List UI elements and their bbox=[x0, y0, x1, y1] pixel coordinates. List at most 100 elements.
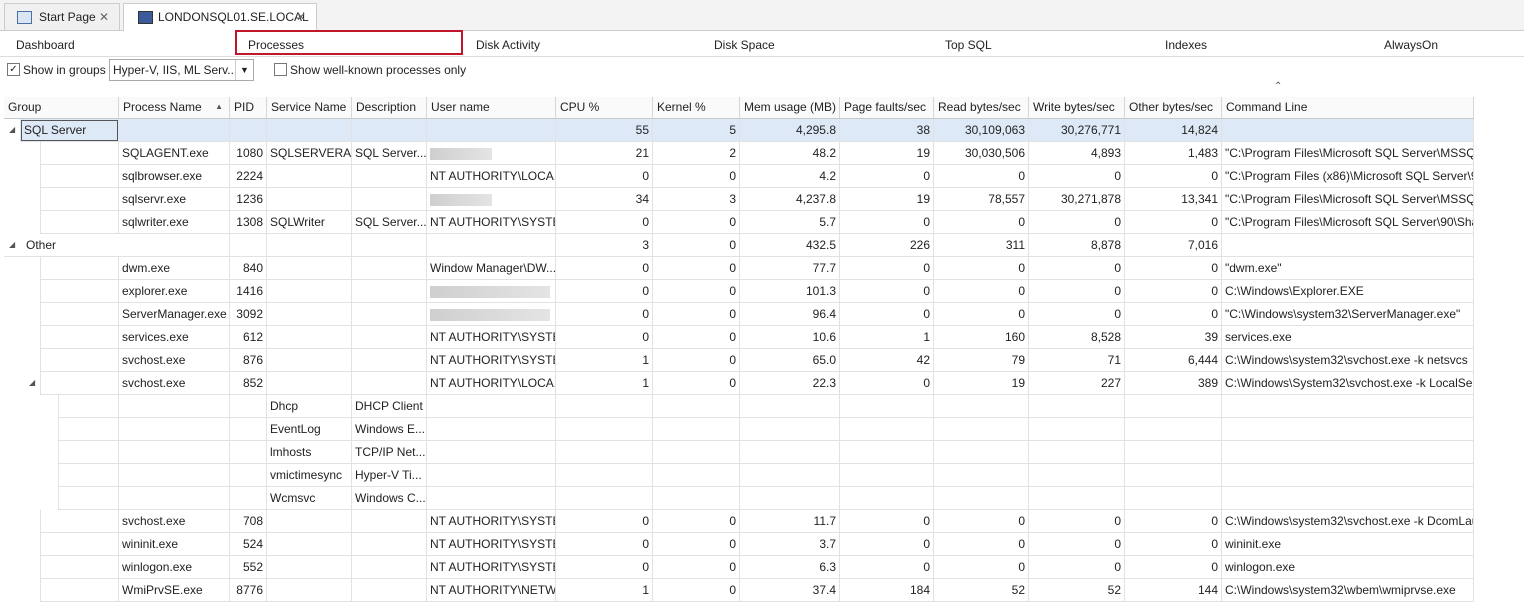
expand-arrow[interactable]: ◢ bbox=[29, 378, 36, 387]
grid-cell: 160 bbox=[934, 326, 1029, 349]
grid-cell: 0 bbox=[556, 533, 653, 556]
grid-cell: 0 bbox=[556, 326, 653, 349]
grid-cell: 0 bbox=[1125, 303, 1222, 326]
grid-cell: "C:\Windows\system32\ServerManager.exe" bbox=[1222, 303, 1474, 326]
column-header[interactable]: Group bbox=[4, 97, 119, 119]
column-header[interactable]: Other bytes/sec bbox=[1125, 97, 1222, 119]
grid-cell bbox=[58, 441, 119, 464]
grid-cell bbox=[230, 441, 267, 464]
column-header[interactable]: Description bbox=[352, 97, 427, 119]
grid-cell bbox=[1222, 464, 1474, 487]
grid-cell: 8,878 bbox=[1029, 234, 1125, 257]
grid-cell bbox=[352, 303, 427, 326]
grid-cell: 30,109,063 bbox=[934, 119, 1029, 142]
grid-cell bbox=[352, 556, 427, 579]
grid-cell: Wcmsvc bbox=[267, 487, 352, 510]
grid-cell: 0 bbox=[1125, 257, 1222, 280]
expand-arrow[interactable]: ◢ bbox=[9, 125, 16, 134]
column-header[interactable]: Page faults/sec bbox=[840, 97, 934, 119]
tab-label: Start Page bbox=[39, 10, 96, 24]
grid-cell: 0 bbox=[556, 303, 653, 326]
grid-cell bbox=[40, 142, 119, 165]
column-header[interactable]: User name bbox=[427, 97, 556, 119]
grid-cell: 612 bbox=[230, 326, 267, 349]
grid-cell: winlogon.exe bbox=[1222, 556, 1474, 579]
grid-cell bbox=[840, 487, 934, 510]
column-header[interactable]: CPU % bbox=[556, 97, 653, 119]
grid-cell: C:\Windows\system32\svchost.exe -k netsv… bbox=[1222, 349, 1474, 372]
dropdown[interactable]: Hyper-V, IIS, ML Serv... bbox=[109, 59, 254, 81]
nav-item[interactable]: Dashboard bbox=[16, 38, 75, 52]
grid-cell bbox=[40, 257, 119, 280]
tab-icon bbox=[17, 11, 32, 24]
dropdown-arrow[interactable]: ▼ bbox=[235, 60, 253, 80]
nav-item[interactable]: Disk Space bbox=[714, 38, 775, 52]
grid-cell bbox=[119, 395, 230, 418]
grid-cell: 184 bbox=[840, 579, 934, 602]
grid-cell bbox=[740, 464, 840, 487]
grid-cell: 0 bbox=[840, 211, 934, 234]
close-button[interactable]: ✕ bbox=[98, 10, 109, 24]
grid-cell bbox=[427, 142, 556, 165]
tab-icon bbox=[138, 11, 153, 24]
grid-cell: 55 bbox=[556, 119, 653, 142]
grid-cell bbox=[427, 303, 556, 326]
expand-arrow[interactable]: ◢ bbox=[9, 240, 16, 249]
grid-cell: 0 bbox=[556, 510, 653, 533]
column-header[interactable]: Read bytes/sec bbox=[934, 97, 1029, 119]
column-header[interactable]: Service Name bbox=[267, 97, 352, 119]
grid-cell: 0 bbox=[934, 211, 1029, 234]
tab[interactable]: LONDONSQL01.SE.LOCAL ✕ bbox=[123, 3, 317, 31]
grid-cell: "C:\Program Files\Microsoft SQL Server\M… bbox=[1222, 142, 1474, 165]
grid-cell: 1 bbox=[556, 349, 653, 372]
nav-item[interactable]: Top SQL bbox=[945, 38, 992, 52]
checkbox[interactable] bbox=[274, 63, 287, 76]
grid-cell: 101.3 bbox=[740, 280, 840, 303]
grid-cell: C:\Windows\system32\svchost.exe -k DcomL… bbox=[1222, 510, 1474, 533]
grid-cell bbox=[1125, 487, 1222, 510]
grid-cell: EventLog bbox=[267, 418, 352, 441]
grid-cell: NT AUTHORITY\SYSTEM bbox=[427, 326, 556, 349]
grid-cell: 5 bbox=[653, 119, 740, 142]
nav-item[interactable]: Processes bbox=[248, 38, 305, 52]
nav-item[interactable]: Disk Activity bbox=[476, 38, 541, 52]
column-header[interactable]: Process Name ▲ bbox=[119, 97, 230, 119]
grid-cell bbox=[556, 464, 653, 487]
checkbox[interactable]: ✓ bbox=[7, 63, 20, 76]
grid-cell: SQL Server bbox=[20, 119, 119, 142]
nav-item[interactable]: AlwaysOn bbox=[1384, 38, 1439, 52]
column-header[interactable]: Mem usage (MB) bbox=[740, 97, 840, 119]
grid-cell: 0 bbox=[653, 510, 740, 533]
grid-cell: 227 bbox=[1029, 372, 1125, 395]
tab[interactable]: Start Page ✕ bbox=[4, 3, 120, 30]
grid-cell: 52 bbox=[934, 579, 1029, 602]
grid-cell: 0 bbox=[653, 326, 740, 349]
column-header[interactable]: Write bytes/sec bbox=[1029, 97, 1125, 119]
grid-cell: 0 bbox=[653, 303, 740, 326]
grid-cell bbox=[427, 487, 556, 510]
grid-cell bbox=[40, 280, 119, 303]
close-button[interactable]: ✕ bbox=[295, 10, 306, 24]
grid-cell bbox=[40, 188, 119, 211]
grid-cell bbox=[267, 119, 352, 142]
checkbox-label[interactable]: Show well-known processes only bbox=[290, 63, 467, 77]
column-header[interactable]: Command Line bbox=[1222, 97, 1474, 119]
grid-cell bbox=[1029, 395, 1125, 418]
grid-cell bbox=[1222, 234, 1474, 257]
grid-cell: 0 bbox=[934, 280, 1029, 303]
column-header[interactable]: PID bbox=[230, 97, 267, 119]
collapse-chevron[interactable]: ⌃ bbox=[1274, 81, 1283, 92]
grid-cell: 0 bbox=[840, 556, 934, 579]
column-header[interactable]: Kernel % bbox=[653, 97, 740, 119]
grid-cell: 0 bbox=[1029, 533, 1125, 556]
checkbox-label[interactable]: Show in groups bbox=[23, 63, 106, 77]
nav-item[interactable]: Indexes bbox=[1165, 38, 1208, 52]
grid-cell: svchost.exe bbox=[119, 510, 230, 533]
grid-cell: NT AUTHORITY\SYSTEM bbox=[427, 349, 556, 372]
grid-cell: 48.2 bbox=[740, 142, 840, 165]
grid-cell: NT AUTHORITY\SYSTEM bbox=[427, 510, 556, 533]
grid-cell bbox=[740, 418, 840, 441]
grid-cell bbox=[653, 395, 740, 418]
grid-cell: explorer.exe bbox=[119, 280, 230, 303]
